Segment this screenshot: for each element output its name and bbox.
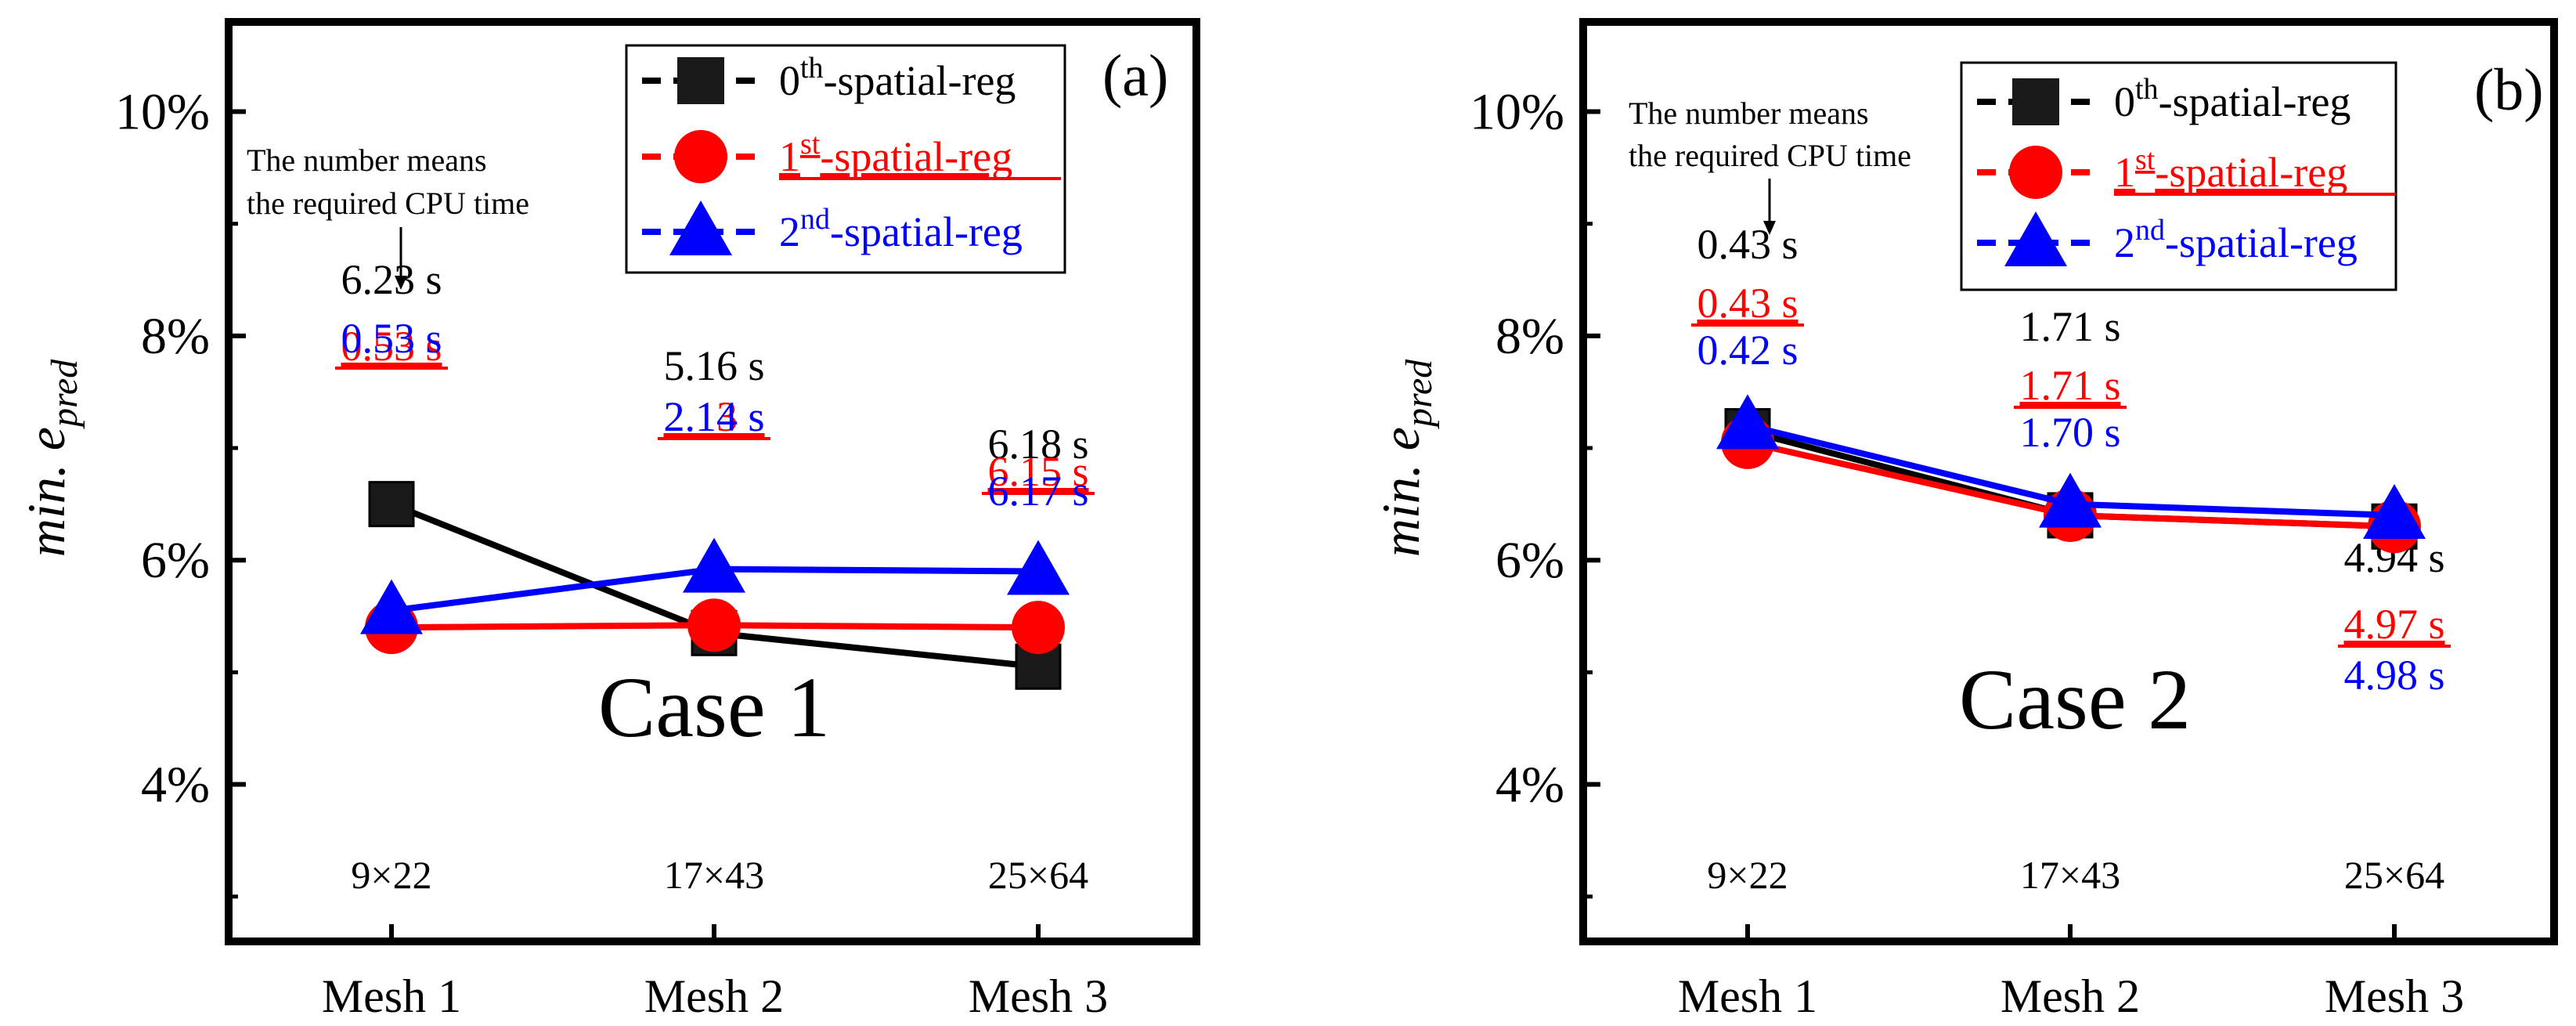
legend-entry-sup: st <box>2135 143 2156 176</box>
legend-entry-sup: th <box>2135 73 2159 106</box>
x-tick-label: Mesh 1 <box>322 970 461 1022</box>
legend-entry: 1st-spatial-reg <box>2114 143 2347 196</box>
x-tick-label: Mesh 2 <box>2001 970 2140 1022</box>
annotation-text: The number means <box>1629 96 1869 131</box>
legend-entry-base: 2 <box>2114 219 2135 266</box>
legend-entry-sup: nd <box>800 203 830 236</box>
triangle-point <box>1716 394 1779 450</box>
triangle-point <box>1007 540 1070 595</box>
y-tick-label: 4% <box>141 757 210 814</box>
y-axis-label: min. epred <box>1371 359 1440 557</box>
case-label: Case 2 <box>1959 652 2191 747</box>
annotation-arrow-head <box>395 276 407 290</box>
legend-entry-sup: th <box>800 52 824 85</box>
legend-circle-marker <box>674 130 727 183</box>
triangle-point <box>683 537 745 593</box>
mesh-size-label: 17×43 <box>664 853 764 897</box>
mesh-size-label: 25×64 <box>988 853 1088 897</box>
series-2: 0.42 s 1.70 s 4.98 s <box>1697 327 2444 699</box>
legend-entry-rest: -spatial-reg <box>2155 149 2347 196</box>
legend-entry-base: 1 <box>779 133 800 180</box>
cpu-time-label: 6.18 s <box>987 421 1088 468</box>
annotation-text: the required CPU time <box>1629 138 1911 173</box>
legend-square-marker <box>677 57 724 104</box>
legend-entry-base: 1 <box>2114 149 2135 196</box>
mesh-size-label: 17×43 <box>2020 853 2120 897</box>
x-tick-label: Mesh 2 <box>644 970 784 1022</box>
legend-entry: 2nd-spatial-reg <box>779 203 1023 255</box>
case-label: Case 1 <box>598 659 830 755</box>
legend-entry-rest: -spatial-reg <box>824 57 1016 104</box>
legend-triangle-marker <box>2004 211 2067 266</box>
legend: 0th-spatial-reg1st-spatial-reg2nd-spatia… <box>1960 61 2397 291</box>
circle-point <box>687 598 741 652</box>
legend-triangle-marker <box>669 201 732 255</box>
mesh-size-label: 25×64 <box>2344 853 2444 897</box>
mesh-size-label: 9×22 <box>1707 853 1788 897</box>
cpu-time-label: 0.43 s <box>1697 221 1798 268</box>
legend-entry-rest: -spatial-reg <box>2165 219 2358 266</box>
legend-circle-marker <box>2009 146 2062 199</box>
mesh-size-label: 9×22 <box>351 853 431 897</box>
legend-entry-base: 0 <box>779 57 800 104</box>
y-axis-label-main: min. e <box>1371 427 1431 557</box>
legend-square-marker <box>2012 78 2059 125</box>
panel-label: (a) <box>1102 43 1168 109</box>
cpu-time-label: 1.70 s <box>2019 409 2120 456</box>
legend-entry: 0th-spatial-reg <box>779 52 1016 104</box>
cpu-time-label: 4.98 s <box>2343 652 2444 699</box>
triangle-point <box>2039 472 2102 528</box>
legend-entry-sup: st <box>800 128 821 161</box>
cpu-time-label: 5.16 s <box>663 342 764 389</box>
cpu-time-label: 1.71 s <box>2019 303 2120 350</box>
legend-entry: 2nd-spatial-reg <box>2114 214 2358 266</box>
legend-entry-rest: -spatial-reg <box>820 133 1012 180</box>
square-point <box>368 481 415 528</box>
legend-entry-base: 0 <box>2114 78 2135 125</box>
y-tick-label: 8% <box>141 308 210 365</box>
annotation-text: The number means <box>247 143 487 178</box>
cpu-time-label: 0.53 s <box>341 323 442 370</box>
cpu-time-label: 6.23 s <box>341 256 442 303</box>
annotation-arrow-head <box>1763 221 1776 235</box>
y-tick-label: 8% <box>1495 308 1564 365</box>
legend-entry-base: 2 <box>779 208 800 255</box>
y-tick-label: 6% <box>1495 532 1564 589</box>
y-axis-label-sub: pred <box>1398 359 1440 429</box>
cpu-time-label: 1.71 s <box>2019 362 2120 409</box>
y-tick-label: 10% <box>115 84 210 141</box>
panel-label: (b) <box>2474 57 2544 123</box>
cpu-time-label: 0.53 s <box>341 315 442 362</box>
chart-panel-1: 4% 6% 8% 10% Mesh 1 9×22 Mesh 2 17×43 Mesh 3 25×6… <box>1371 18 2558 1022</box>
y-tick-label: 6% <box>141 532 210 589</box>
x-tick-label: Mesh 3 <box>969 970 1108 1022</box>
legend-entry-rest: -spatial-reg <box>2159 78 2351 125</box>
x-tick-label: Mesh 3 <box>2325 970 2464 1022</box>
cpu-time-label: 2.13 s <box>663 393 764 440</box>
cpu-time-label: 2.14 s <box>663 393 764 440</box>
legend-entry: 1st-spatial-reg <box>779 128 1012 180</box>
y-axis-label-main: min. e <box>16 427 76 557</box>
legend: 0th-spatial-reg1st-spatial-reg2nd-spatia… <box>625 44 1066 274</box>
cpu-time-label: 4.97 s <box>2343 601 2444 648</box>
series-2: 0.53 s 2.14 s 6.17 s <box>341 315 1089 634</box>
legend-entry-rest: -spatial-reg <box>830 208 1023 255</box>
y-tick-label: 10% <box>1470 84 1564 141</box>
circle-point <box>1012 601 1065 655</box>
cpu-time-label: 6.17 s <box>987 468 1088 515</box>
annotation-text: the required CPU time <box>247 186 529 221</box>
legend-entry-sup: nd <box>2135 214 2165 247</box>
y-axis-label: min. epred <box>16 359 85 557</box>
y-tick-label: 4% <box>1495 757 1564 814</box>
triangle-point <box>2363 483 2426 539</box>
x-tick-label: Mesh 1 <box>1678 970 1817 1022</box>
cpu-time-label: 6.15 s <box>987 448 1088 495</box>
triangle-point <box>360 579 423 634</box>
cpu-time-label: 0.42 s <box>1697 327 1798 374</box>
chart-panel-0: 4% 6% 8% 10% Mesh 1 9×22 Mesh 2 17×43 Mesh 3 25×6… <box>16 18 1200 1022</box>
y-axis-label-sub: pred <box>44 359 85 429</box>
legend-entry: 0th-spatial-reg <box>2114 73 2351 125</box>
cpu-time-label: 0.43 s <box>1697 280 1798 327</box>
